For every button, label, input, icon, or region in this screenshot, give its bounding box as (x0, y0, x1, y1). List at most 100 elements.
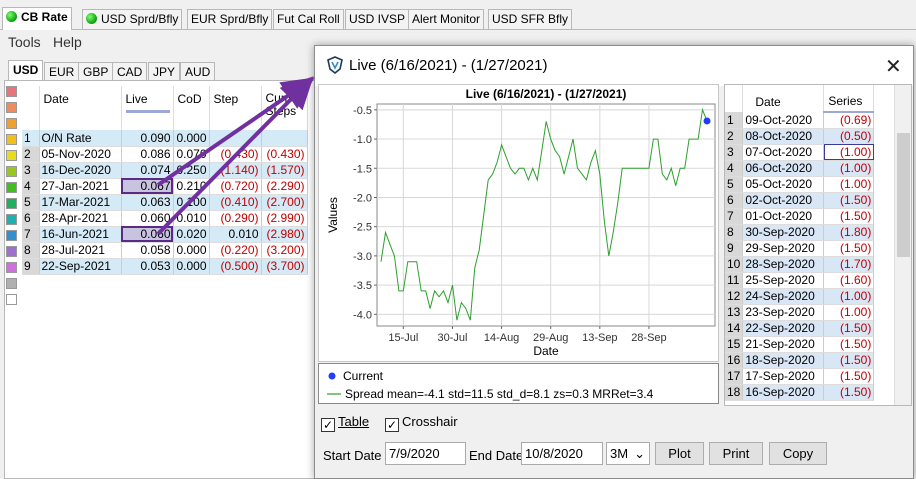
currency-tab-5[interactable]: AUD (180, 62, 216, 81)
top-tab-6[interactable]: USD SFR Bfly (488, 9, 573, 29)
color-swatch[interactable] (6, 102, 17, 113)
color-swatch[interactable] (6, 246, 17, 257)
series-cell-date: 25-Sep-2020 (742, 272, 825, 289)
series-scrollbar[interactable] (894, 85, 911, 405)
cell-cod: 0.210 (173, 178, 210, 195)
series-row[interactable]: 17 17-Sep-2020 (1.50) (725, 368, 875, 385)
series-cell-date: 17-Sep-2020 (742, 368, 825, 385)
series-row[interactable]: 12 24-Sep-2020 (1.00) (725, 288, 875, 305)
live-chart-dialog: Live (6/16/2021) - (1/27/2021) ✕ Live (6… (314, 45, 914, 479)
table-row[interactable]: 2 05-Nov-2020 0.086 0.070 (0.430) (0.430) (22, 146, 308, 163)
menu-help[interactable]: Help (53, 34, 82, 50)
color-swatch[interactable] (6, 214, 17, 225)
cell-live: 0.060 (121, 226, 174, 243)
cell-step: (0.500) (209, 258, 262, 275)
table-row[interactable]: 8 28-Jul-2021 0.058 0.000 (0.220) (3.200) (22, 242, 308, 259)
currency-tab-4[interactable]: JPY (148, 62, 181, 81)
table-row[interactable]: 9 22-Sep-2021 0.053 0.000 (0.500) (3.700) (22, 258, 308, 275)
table-row[interactable]: 4 27-Jan-2021 0.067 0.210 (0.720) (2.290) (22, 178, 308, 195)
cum-steps-column-header[interactable]: Cum Steps (261, 86, 308, 130)
period-select[interactable]: 3M ⌄ (606, 442, 650, 465)
spread-chart[interactable]: Live (6/16/2021) - (1/27/2021) -0.5 -1.0 -1… (319, 85, 718, 361)
series-row[interactable]: 10 28-Sep-2020 (1.70) (725, 256, 875, 273)
top-tab-3[interactable]: Fut Cal Roll (273, 9, 344, 29)
table-row[interactable]: 7 16-Jun-2021 0.060 0.020 0.010 (2.980) (22, 226, 308, 243)
series-value-header[interactable]: Series (823, 85, 875, 113)
color-swatch[interactable] (6, 294, 17, 305)
chevron-down-icon: ⌄ (634, 446, 645, 461)
step-column-header[interactable]: Step (209, 86, 262, 130)
date-column-header[interactable]: Date (39, 86, 122, 130)
series-row[interactable]: 6 02-Oct-2020 (1.50) (725, 192, 875, 209)
series-cell-i: 4 (725, 160, 744, 177)
top-tab-4[interactable]: USD IVSP (345, 9, 410, 29)
print-button[interactable]: Print (709, 442, 763, 465)
currency-tab-0[interactable]: USD (8, 60, 44, 81)
crosshair-checkbox[interactable]: ✓ (385, 418, 399, 432)
scrollbar-thumb[interactable] (897, 133, 910, 257)
chart-title: Live (6/16/2021) - (1/27/2021) (466, 87, 627, 101)
top-tab-0[interactable]: CB Rate (2, 7, 72, 30)
series-row[interactable]: 7 01-Oct-2020 (1.50) (725, 208, 875, 225)
start-date-label: Start Date (323, 448, 382, 463)
series-cell-v: (1.50) (823, 368, 875, 385)
table-row[interactable]: 5 17-Mar-2021 0.063 0.100 (0.410) (2.700) (22, 194, 308, 211)
series-date-header[interactable]: Date (742, 85, 825, 112)
series-cell-i: 2 (725, 128, 744, 145)
close-icon[interactable]: ✕ (885, 56, 902, 78)
table-row[interactable]: 1 O/N Rate 0.090 0.000 (22, 130, 308, 147)
cod-column-header[interactable]: CoD (173, 86, 210, 130)
cell-cum: (0.430) (261, 146, 308, 163)
color-swatch[interactable] (6, 182, 17, 193)
currency-tab-3[interactable]: CAD (112, 62, 148, 81)
top-tab-2[interactable]: EUR Sprd/Bfly (187, 9, 273, 29)
series-row[interactable]: 13 23-Sep-2020 (1.00) (725, 304, 875, 321)
series-row[interactable]: 14 22-Sep-2020 (1.50) (725, 320, 875, 337)
table-row[interactable]: 6 28-Apr-2021 0.060 0.010 (0.290) (2.990) (22, 210, 308, 227)
live-column-header[interactable]: Live (121, 86, 174, 130)
dialog-title: Live (6/16/2021) - (1/27/2021) (349, 57, 548, 74)
top-tab-label: EUR Sprd/Bfly (191, 12, 269, 26)
color-swatch[interactable] (6, 262, 17, 273)
color-swatch[interactable] (6, 150, 17, 161)
series-cell-v: (1.50) (823, 320, 875, 337)
color-swatch[interactable] (6, 230, 17, 241)
series-row[interactable]: 4 06-Oct-2020 (1.00) (725, 160, 875, 177)
series-row[interactable]: 8 30-Sep-2020 (1.80) (725, 224, 875, 241)
series-row[interactable]: 9 29-Sep-2020 (1.50) (725, 240, 875, 257)
color-swatch[interactable] (6, 118, 17, 129)
series-cell-v: (1.00) (823, 176, 875, 193)
series-row[interactable]: 3 07-Oct-2020 (1.00) (725, 144, 875, 161)
color-swatch[interactable] (6, 278, 17, 289)
table-toggle[interactable]: ✓ Table (321, 414, 369, 432)
series-row[interactable]: 18 16-Sep-2020 (1.50) (725, 384, 875, 401)
series-row[interactable]: 11 25-Sep-2020 (1.60) (725, 272, 875, 289)
end-date-input[interactable]: 10/8/2020 (521, 442, 603, 465)
y-tick-label: -1.5 (353, 163, 372, 175)
color-swatch[interactable] (6, 134, 17, 145)
top-tab-5[interactable]: Alert Monitor (408, 9, 485, 29)
color-swatch[interactable] (6, 166, 17, 177)
copy-button[interactable]: Copy (769, 442, 827, 465)
start-date-input[interactable]: 7/9/2020 (385, 442, 466, 465)
cell-date: 16-Dec-2020 (39, 162, 122, 179)
series-cell-date: 22-Sep-2020 (742, 320, 825, 337)
series-cell-v: (1.00) (823, 304, 875, 321)
series-row[interactable]: 5 05-Oct-2020 (1.00) (725, 176, 875, 193)
currency-tab-1[interactable]: EUR (44, 62, 80, 81)
cell-live: 0.074 (121, 162, 174, 179)
table-row[interactable]: 3 16-Dec-2020 0.074 0.250 (1.140) (1.570) (22, 162, 308, 179)
menu-tools[interactable]: Tools (8, 34, 41, 50)
top-tab-1[interactable]: USD Sprd/Bfly (82, 9, 183, 29)
series-row[interactable]: 2 08-Oct-2020 (0.50) (725, 128, 875, 145)
plot-button[interactable]: Plot (655, 442, 704, 465)
crosshair-toggle[interactable]: ✓ Crosshair (385, 414, 458, 432)
y-tick-label: -3.5 (353, 280, 372, 292)
series-row[interactable]: 1 09-Oct-2020 (0.69) (725, 112, 875, 129)
table-checkbox[interactable]: ✓ (321, 418, 335, 432)
color-swatch[interactable] (6, 86, 17, 97)
color-swatch[interactable] (6, 198, 17, 209)
series-row[interactable]: 16 18-Sep-2020 (1.50) (725, 352, 875, 369)
series-row[interactable]: 15 21-Sep-2020 (1.50) (725, 336, 875, 353)
currency-tab-2[interactable]: GBP (78, 62, 114, 81)
